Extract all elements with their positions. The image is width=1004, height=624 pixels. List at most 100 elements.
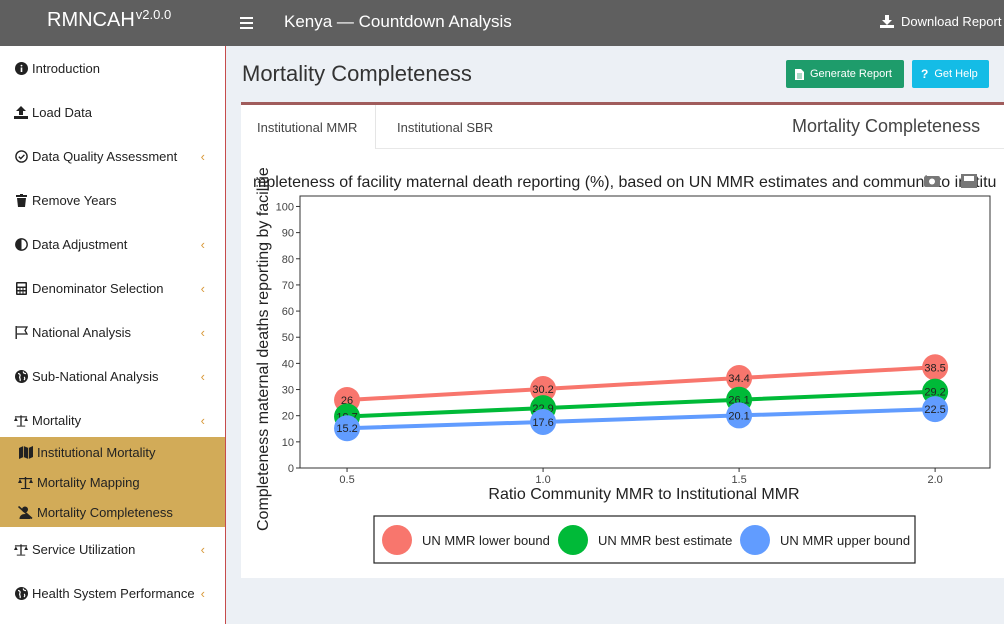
data-point	[334, 415, 361, 442]
tab-divider	[376, 148, 1004, 149]
get-help-button[interactable]: ? Get Help	[912, 60, 989, 88]
data-label: 30.2	[532, 384, 553, 396]
sidebar-item-label: Data Quality Assessment	[32, 148, 178, 164]
file-icon	[795, 68, 804, 80]
legend-label: UN MMR lower bound	[422, 533, 550, 548]
check-circle-icon	[14, 149, 28, 163]
sidebar-item-introduction[interactable]: Introduction	[0, 46, 225, 90]
chevron-left-icon: ‹	[200, 325, 205, 340]
data-label: 20.1	[728, 410, 749, 422]
data-label: 15.2	[336, 423, 357, 435]
download-report-label: Download Report	[901, 14, 1002, 29]
sidebar-item-label: Sub-National Analysis	[32, 368, 159, 384]
app-version: v2.0.0	[135, 7, 172, 22]
data-point	[726, 402, 753, 429]
submenu-item-mortality-mapping[interactable]: Mortality Mapping	[0, 467, 225, 497]
tab-institutional-mmr[interactable]: Institutional MMR	[241, 105, 376, 149]
chart-legend: UN MMR lower bound UN MMR best estimate UN…	[373, 515, 916, 564]
sidebar: Introduction Load Data Data Quality Asse…	[0, 46, 226, 624]
sidebar-item-data-adjustment[interactable]: Data Adjustment ‹	[0, 222, 225, 266]
legend-label: UN MMR upper bound	[780, 533, 910, 548]
sidebar-item-mortality[interactable]: Mortality ‹	[0, 398, 225, 442]
y-tick-label: 20	[282, 411, 294, 423]
box-title: Mortality Completeness	[792, 116, 981, 136]
balance-icon	[14, 413, 28, 427]
submenu-item-label: Mortality Completeness	[37, 504, 173, 520]
sidebar-item-label: Health System Performance	[32, 585, 195, 601]
balance-icon	[18, 475, 33, 489]
download-report-button[interactable]: Download Report	[880, 14, 1001, 29]
chevron-left-icon: ‹	[200, 369, 205, 384]
y-tick-label: 0	[288, 463, 294, 475]
sidebar-item-subnational-analysis[interactable]: Sub-National Analysis ‹	[0, 354, 225, 398]
x-tick-label: 2.0	[927, 474, 942, 486]
chevron-left-icon: ‹	[200, 237, 205, 252]
sidebar-item-national-analysis[interactable]: National Analysis ‹	[0, 310, 225, 354]
tab-institutional-sbr[interactable]: Institutional SBR	[397, 119, 494, 135]
series-line	[346, 389, 936, 419]
y-tick-label: 60	[282, 306, 294, 318]
save-icon	[961, 174, 977, 188]
data-point	[922, 354, 949, 381]
series-line	[346, 407, 936, 431]
sidebar-item-load-data[interactable]: Load Data	[0, 90, 225, 134]
camera-icon	[924, 176, 940, 187]
plot-frame	[299, 195, 991, 469]
balance-icon	[14, 542, 28, 556]
y-axis-label-group: Completeness maternal deaths reporting b…	[255, 167, 272, 531]
sidebar-item-label: Mortality	[32, 412, 82, 428]
data-label: 22.5	[924, 404, 945, 416]
info-icon	[14, 61, 28, 75]
submenu-item-institutional-mortality[interactable]: Institutional Mortality	[0, 437, 225, 467]
sidebar-item-remove-years[interactable]: Remove Years	[0, 178, 225, 222]
content-title: Mortality Completeness	[242, 61, 472, 86]
x-tick-label: 1.0	[535, 474, 550, 486]
y-axis-label: Completeness maternal deaths reporting b…	[255, 167, 272, 531]
chevron-left-icon: ‹	[200, 281, 205, 296]
sidebar-item-denominator-selection[interactable]: Denominator Selection ‹	[0, 266, 225, 310]
app-logo[interactable]: RMNCAH v2.0.0	[0, 0, 226, 46]
data-point	[530, 408, 557, 435]
series-line	[346, 365, 936, 402]
sidebar-item-label: Data Adjustment	[32, 236, 128, 252]
data-point	[530, 376, 557, 403]
data-label: 17.6	[532, 417, 553, 429]
completeness-chart: mpleteness of facility maternal death re…	[253, 167, 996, 564]
data-label: 34.4	[728, 373, 749, 385]
sidebar-item-health-system-performance[interactable]: Health System Performance ‹	[0, 571, 225, 615]
submenu-item-mortality-completeness[interactable]: Mortality Completeness	[0, 497, 225, 527]
legend-box	[373, 515, 916, 564]
download-icon	[880, 15, 894, 28]
sidebar-item-label: Load Data	[32, 104, 92, 120]
app-logo-text: RMNCAH	[47, 9, 135, 31]
sidebar-toggle-icon[interactable]	[240, 13, 254, 33]
globe-icon	[14, 586, 28, 600]
user-slash-icon	[18, 505, 33, 519]
chart-title-group: mpleteness of facility maternal death re…	[253, 174, 996, 191]
generate-report-button[interactable]: Generate Report	[786, 60, 904, 88]
calculator-icon	[14, 281, 28, 295]
sidebar-item-label: National Analysis	[32, 324, 131, 340]
sidebar-item-label: Service Utilization	[32, 541, 136, 557]
y-tick-label: 10	[282, 437, 294, 449]
sidebar-item-label: Remove Years	[32, 192, 117, 208]
y-tick-label: 100	[276, 201, 294, 213]
chart-title: mpleteness of facility maternal death re…	[253, 174, 996, 191]
generate-report-label: Generate Report	[810, 68, 892, 80]
sidebar-item-data-quality[interactable]: Data Quality Assessment ‹	[0, 134, 225, 178]
chevron-left-icon: ‹	[200, 586, 205, 601]
chevron-left-icon: ‹	[200, 542, 205, 557]
mortality-submenu: Institutional Mortality Mortality Mappin…	[0, 437, 225, 527]
legend-label: UN MMR best estimate	[598, 533, 732, 548]
chevron-left-icon: ‹	[200, 149, 205, 164]
legend-swatch	[382, 525, 412, 555]
camera-lens	[929, 178, 935, 185]
sidebar-item-service-utilization[interactable]: Service Utilization ‹	[0, 527, 225, 571]
data-point	[726, 365, 753, 392]
data-label: 38.5	[924, 362, 945, 374]
upload-icon	[14, 105, 28, 119]
save-label	[964, 176, 974, 181]
submenu-item-label: Mortality Mapping	[37, 474, 140, 490]
flag-icon	[14, 325, 28, 339]
data-point	[922, 396, 949, 423]
